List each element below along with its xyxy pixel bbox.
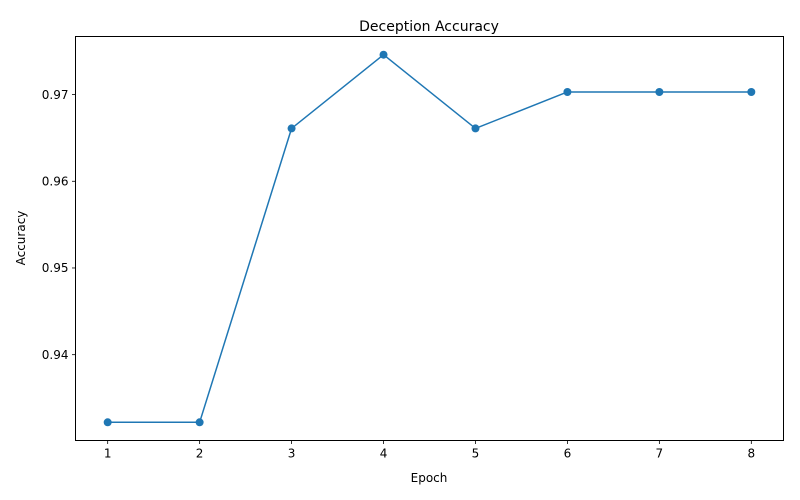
x-tick-label: 6: [564, 447, 572, 461]
data-point: [747, 87, 756, 96]
x-axis-ticks: 1 2 3 4 5 6 7 8: [104, 440, 755, 461]
y-axis-label: Accuracy: [14, 211, 28, 266]
data-point: [471, 124, 480, 133]
x-tick-label: 4: [380, 447, 388, 461]
data-point: [379, 50, 388, 59]
data-point: [103, 418, 112, 427]
y-tick-label: 0.95: [42, 261, 69, 275]
x-tick-label: 5: [472, 447, 480, 461]
y-tick-label: 0.94: [42, 348, 69, 362]
data-point: [655, 87, 664, 96]
x-tick-label: 8: [747, 447, 755, 461]
series-layer: [103, 50, 756, 427]
data-point: [563, 87, 572, 96]
y-tick-label: 0.97: [42, 88, 69, 102]
x-tick-label: 1: [104, 447, 112, 461]
data-point: [287, 124, 296, 133]
y-tick-label: 0.96: [42, 174, 69, 188]
x-axis-label: Epoch: [411, 471, 448, 485]
x-tick-label: 2: [196, 447, 204, 461]
data-point: [195, 418, 204, 427]
y-axis-ticks: 0.94 0.95 0.96 0.97: [42, 88, 76, 362]
x-tick-label: 7: [656, 447, 664, 461]
x-tick-label: 3: [288, 447, 296, 461]
series-line: [107, 53, 752, 424]
chart-title: Deception Accuracy: [359, 19, 499, 35]
plot-area-frame: [75, 36, 784, 441]
